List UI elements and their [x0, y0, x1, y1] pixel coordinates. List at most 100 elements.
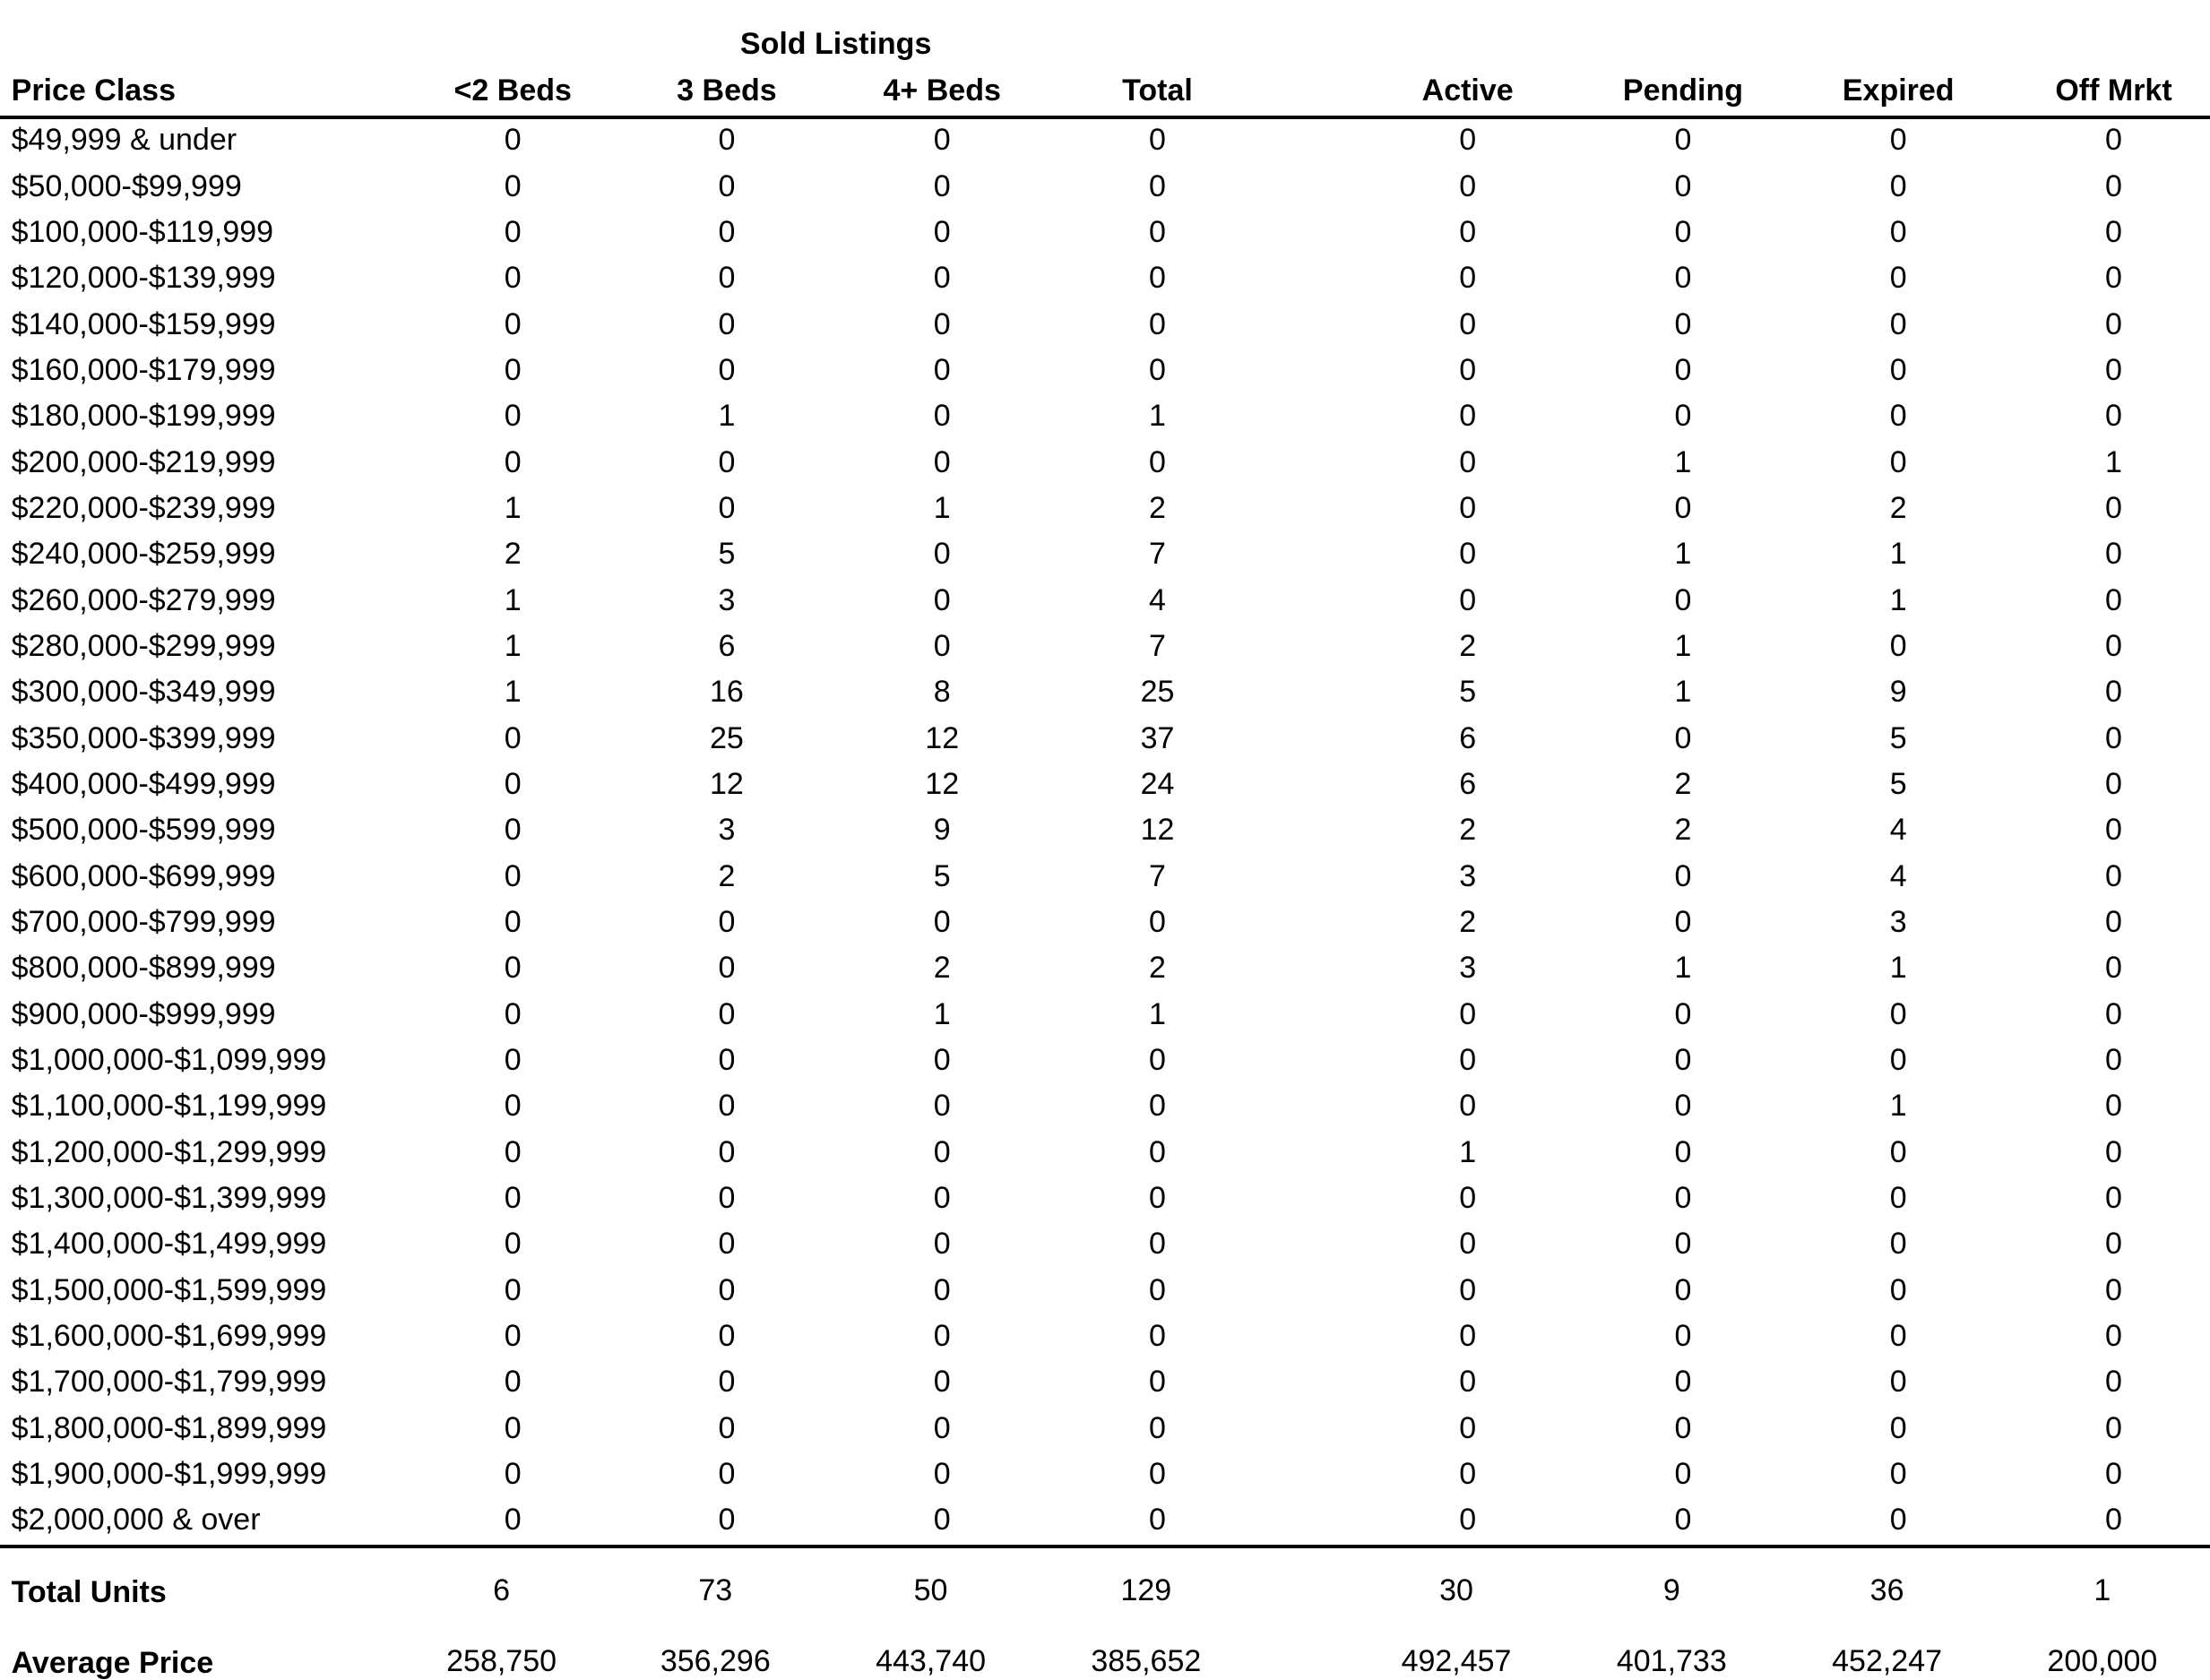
cell: 0: [1459, 1319, 1477, 1353]
total-cell: 30: [1439, 1573, 1473, 1608]
cell: 0: [2105, 629, 2122, 664]
cell: 0: [1459, 1043, 1477, 1078]
row-label: $800,000-$899,999: [11, 951, 276, 986]
row-label: $700,000-$799,999: [11, 905, 276, 940]
row-label: $1,800,000-$1,899,999: [11, 1410, 327, 1445]
total-cell: 73: [698, 1573, 733, 1608]
cell: 0: [1674, 1134, 1692, 1169]
cell: 0: [2105, 215, 2122, 250]
row-label: $240,000-$259,999: [11, 537, 276, 572]
cell: 0: [933, 1227, 951, 1262]
cell: 0: [1149, 1043, 1166, 1078]
cell: 3: [1889, 905, 1907, 940]
cell: 0: [1459, 1227, 1477, 1262]
cell: 0: [2105, 1227, 2122, 1262]
cell: 9: [1889, 675, 1907, 710]
cell: 0: [718, 1410, 736, 1445]
cell: 24: [1140, 767, 1175, 802]
cell: 1: [504, 629, 522, 664]
cell: 1: [1674, 951, 1692, 986]
header-rule: [0, 116, 2210, 119]
row-label: $1,500,000-$1,599,999: [11, 1272, 327, 1307]
total-cell: 36: [1869, 1573, 1904, 1608]
cell: 0: [504, 215, 522, 250]
cell: 0: [1459, 444, 1477, 479]
cell: 0: [1889, 1456, 1907, 1491]
cell: 0: [504, 168, 522, 203]
cell: 0: [1889, 1365, 1907, 1400]
cell: 0: [504, 261, 522, 296]
cell: 1: [1674, 444, 1692, 479]
cell: 1: [1889, 537, 1907, 572]
cell: 1: [504, 491, 522, 526]
cell: 0: [504, 1272, 522, 1307]
cell: 1: [1149, 996, 1166, 1031]
cell: 0: [718, 1456, 736, 1491]
cell: 6: [718, 629, 736, 664]
cell: 5: [1889, 767, 1907, 802]
cell: 0: [1674, 1043, 1692, 1078]
cell: 0: [1674, 306, 1692, 341]
row-label: $200,000-$219,999: [11, 444, 276, 479]
cell: 37: [1140, 720, 1175, 755]
cell: 0: [2105, 951, 2122, 986]
cell: 0: [2105, 1503, 2122, 1538]
cell: 0: [2105, 491, 2122, 526]
cell: 2: [1459, 813, 1477, 848]
cell: 1: [1889, 1089, 1907, 1124]
row-label: $140,000-$159,999: [11, 306, 276, 341]
cell: 0: [933, 1503, 951, 1538]
cell: 0: [2105, 399, 2122, 434]
cell: 0: [1149, 905, 1166, 940]
cell: 1: [1674, 629, 1692, 664]
cell: 0: [1674, 1503, 1692, 1538]
cell: 0: [1149, 215, 1166, 250]
cell: 0: [504, 1043, 522, 1078]
cell: 0: [933, 306, 951, 341]
cell: 0: [1459, 537, 1477, 572]
cell: 0: [1674, 996, 1692, 1031]
cell: 0: [504, 444, 522, 479]
cell: 0: [933, 1181, 951, 1216]
cell: 0: [1889, 1181, 1907, 1216]
cell: 0: [1889, 1410, 1907, 1445]
cell: 3: [1459, 951, 1477, 986]
cell: 0: [1674, 1456, 1692, 1491]
row-label: $1,200,000-$1,299,999: [11, 1134, 327, 1169]
cell: 0: [1149, 1089, 1166, 1124]
cell: 0: [933, 261, 951, 296]
cell: 5: [1889, 720, 1907, 755]
cell: 0: [1674, 353, 1692, 388]
cell: 12: [925, 720, 960, 755]
column-header: Expired: [1842, 73, 1955, 108]
row-label: $2,000,000 & over: [11, 1503, 261, 1538]
cell: 4: [1149, 582, 1166, 617]
cell: 0: [718, 1319, 736, 1353]
cell: 0: [1149, 1227, 1166, 1262]
cell: 0: [933, 1272, 951, 1307]
cell: 0: [1889, 1227, 1907, 1262]
cell: 2: [1459, 905, 1477, 940]
cell: 7: [1149, 537, 1166, 572]
cell: 0: [718, 1089, 736, 1124]
cell: 5: [1459, 675, 1477, 710]
cell: 0: [1674, 582, 1692, 617]
cell: 0: [718, 215, 736, 250]
cell: 0: [1674, 1365, 1692, 1400]
row-label: $1,700,000-$1,799,999: [11, 1365, 327, 1400]
cell: 0: [1889, 629, 1907, 664]
cell: 0: [1459, 306, 1477, 341]
row-label: $160,000-$179,999: [11, 353, 276, 388]
cell: 1: [2105, 444, 2122, 479]
cell: 1: [933, 491, 951, 526]
cell: 1: [504, 582, 522, 617]
cell: 0: [1889, 1134, 1907, 1169]
row-label: $600,000-$699,999: [11, 858, 276, 893]
cell: 0: [1459, 168, 1477, 203]
cell: 0: [718, 951, 736, 986]
cell: 12: [925, 767, 960, 802]
cell: 0: [1149, 261, 1166, 296]
cell: 0: [1889, 1272, 1907, 1307]
total-cell: 9: [1662, 1573, 1680, 1608]
